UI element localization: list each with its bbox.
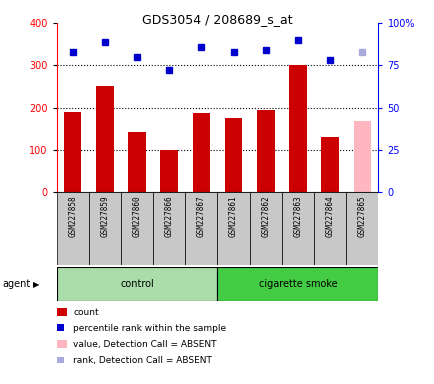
Text: value, Detection Call = ABSENT: value, Detection Call = ABSENT	[73, 340, 216, 349]
Bar	[121, 192, 153, 265]
Text: GSM227860: GSM227860	[132, 196, 141, 237]
Text: count: count	[73, 308, 99, 317]
Text: GSM227864: GSM227864	[325, 196, 334, 237]
Bar	[281, 192, 313, 265]
Bar	[353, 121, 370, 192]
Text: ▶: ▶	[33, 280, 39, 289]
Bar	[217, 267, 378, 301]
Text: GSM227863: GSM227863	[293, 196, 302, 237]
Bar	[192, 113, 210, 192]
Bar	[185, 192, 217, 265]
Bar	[345, 192, 378, 265]
Bar	[56, 267, 217, 301]
Bar	[224, 118, 242, 192]
Text: GSM227859: GSM227859	[100, 196, 109, 237]
Text: GDS3054 / 208689_s_at: GDS3054 / 208689_s_at	[142, 13, 292, 26]
Text: GSM227866: GSM227866	[164, 196, 173, 237]
Bar	[96, 86, 113, 192]
Bar	[256, 110, 274, 192]
Text: control: control	[120, 279, 154, 289]
Bar	[289, 65, 306, 192]
Bar	[313, 192, 345, 265]
Text: GSM227862: GSM227862	[261, 196, 270, 237]
Text: GSM227861: GSM227861	[229, 196, 237, 237]
Bar	[160, 150, 178, 192]
Text: GSM227867: GSM227867	[197, 196, 205, 237]
Text: cigarette smoke: cigarette smoke	[258, 279, 336, 289]
Text: GSM227858: GSM227858	[68, 196, 77, 237]
Bar	[217, 192, 249, 265]
Text: GSM227865: GSM227865	[357, 196, 366, 237]
Text: percentile rank within the sample: percentile rank within the sample	[73, 324, 226, 333]
Text: rank, Detection Call = ABSENT: rank, Detection Call = ABSENT	[73, 356, 211, 365]
Bar	[128, 132, 145, 192]
Bar	[249, 192, 281, 265]
Bar	[56, 192, 89, 265]
Text: agent: agent	[2, 279, 30, 289]
Bar	[153, 192, 185, 265]
Bar	[321, 137, 338, 192]
Bar	[89, 192, 121, 265]
Bar	[64, 112, 81, 192]
